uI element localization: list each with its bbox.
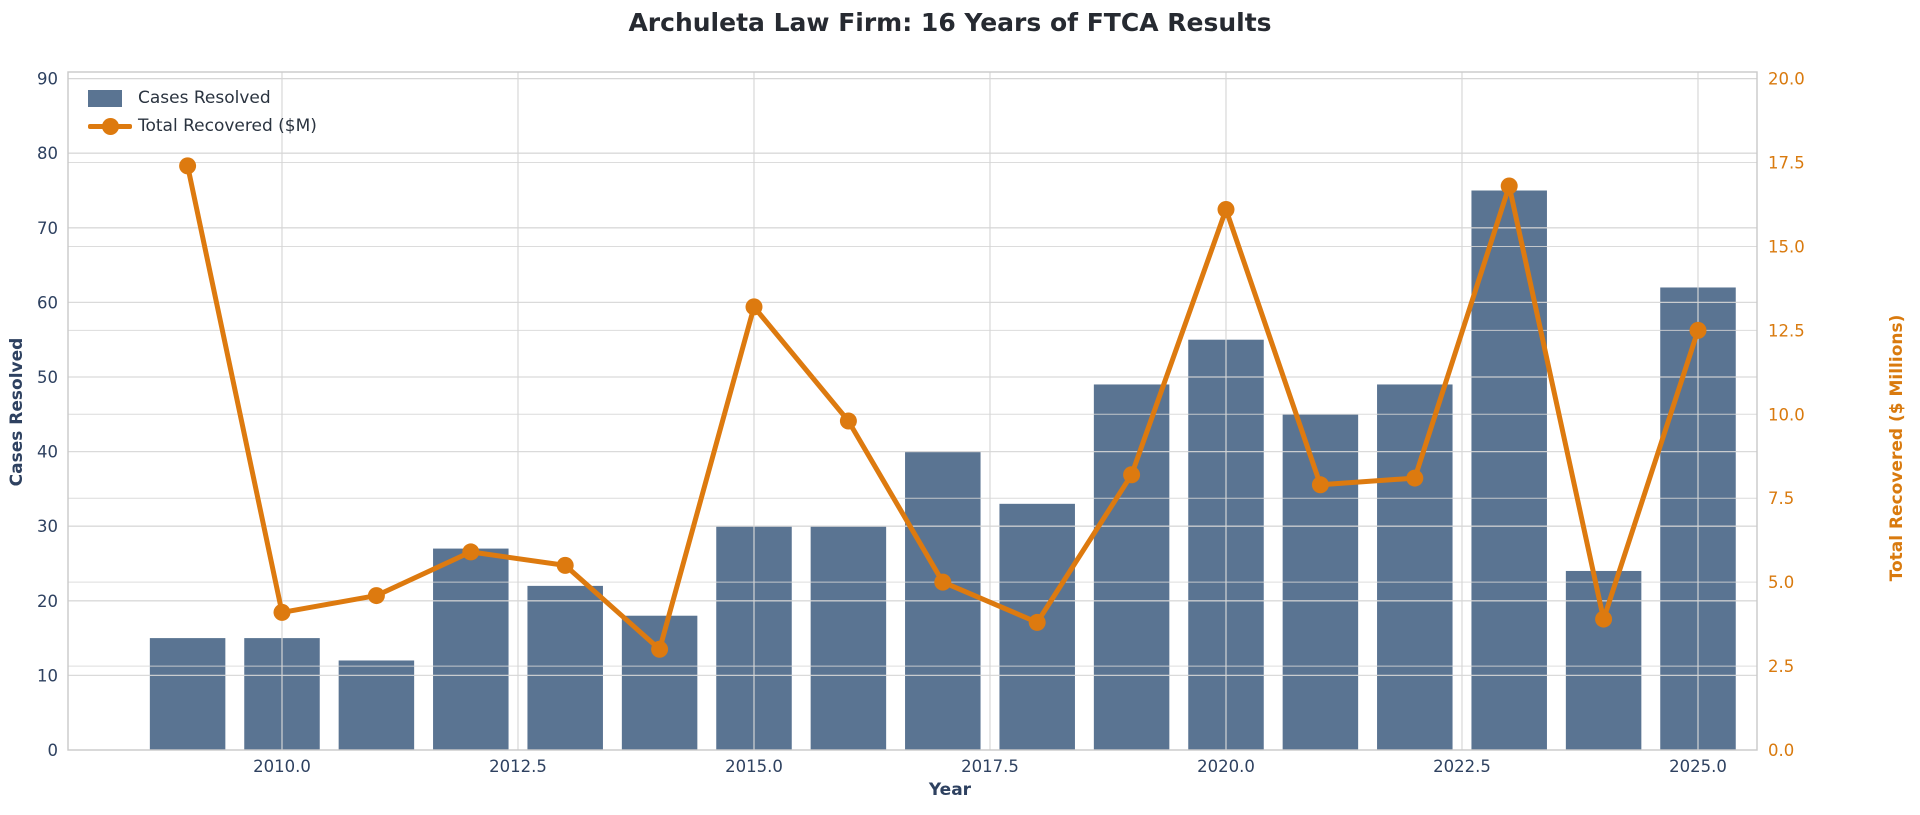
y-tick-label-left: 80 — [37, 144, 58, 163]
x-tick-label: 2025.0 — [1669, 757, 1727, 776]
bar-swatch-icon — [88, 89, 122, 107]
y-tick-label-left: 30 — [37, 517, 58, 536]
trend-marker — [462, 543, 480, 561]
y-tick-label-right: 7.5 — [1768, 489, 1794, 508]
trend-marker — [745, 298, 763, 316]
x-tick-label: 2017.5 — [961, 757, 1019, 776]
y-tick-label-left: 50 — [37, 368, 58, 387]
bar — [1377, 384, 1453, 750]
x-tick-label: 2020.0 — [1197, 757, 1255, 776]
y-tick-label-right: 17.5 — [1768, 154, 1805, 173]
x-tick-label: 2012.5 — [489, 757, 547, 776]
bar — [621, 615, 698, 750]
trend-marker — [934, 573, 952, 591]
y-tick-label-left: 10 — [37, 666, 58, 685]
bar — [433, 548, 509, 750]
trend-marker — [273, 603, 291, 621]
y-tick-label-left: 60 — [37, 293, 58, 312]
trend-marker — [839, 412, 857, 430]
x-axis-title: Year — [928, 780, 972, 800]
y-axis-title-left: Cases Resolved — [7, 337, 27, 487]
y-tick-label-right: 15.0 — [1768, 237, 1805, 256]
bar — [149, 638, 226, 750]
y-tick-label-left: 20 — [37, 592, 58, 611]
y-tick-label-right: 0.0 — [1768, 741, 1794, 760]
bar — [1093, 384, 1170, 750]
y-tick-label-right: 12.5 — [1768, 321, 1805, 340]
trend-marker — [1028, 613, 1046, 631]
line-marker-swatch-icon — [88, 117, 132, 135]
trend-marker — [367, 587, 385, 605]
legend-label: Cases Resolved — [138, 88, 271, 108]
chart-title: Archuleta Law Firm: 16 Years of FTCA Res… — [628, 8, 1272, 37]
trend-marker — [1689, 321, 1707, 339]
trend-marker — [1595, 610, 1613, 628]
bar — [810, 526, 887, 750]
legend-item-cases: Cases Resolved — [88, 84, 317, 112]
plot-border — [67, 71, 1758, 751]
y-axis-title-right: Total Recovered ($ Millions) — [1887, 314, 1907, 582]
trend-marker — [1500, 177, 1518, 195]
bar — [527, 585, 603, 750]
trend-marker — [556, 556, 574, 574]
y-tick-label-right: 5.0 — [1768, 573, 1794, 592]
y-tick-label-left: 40 — [37, 443, 58, 462]
y-tick-label-right: 10.0 — [1768, 405, 1805, 424]
y-tick-label-left: 70 — [37, 219, 58, 238]
trend-marker — [1311, 476, 1329, 494]
bar — [1471, 190, 1547, 750]
trend-marker — [1217, 201, 1235, 219]
trend-marker — [1123, 466, 1141, 484]
legend-label: Total Recovered ($M) — [138, 116, 317, 136]
y-tick-label-left: 0 — [48, 741, 59, 760]
trend-marker — [651, 640, 669, 658]
trend-marker — [179, 157, 197, 175]
x-tick-label: 2010.0 — [253, 757, 311, 776]
bar — [338, 660, 415, 750]
y-tick-label-right: 2.5 — [1768, 657, 1794, 676]
bar — [1565, 570, 1642, 750]
x-tick-label: 2015.0 — [725, 757, 783, 776]
trend-marker — [1406, 469, 1424, 487]
legend-item-recovered: Total Recovered ($M) — [88, 112, 317, 140]
y-tick-label-right: 20.0 — [1768, 70, 1805, 89]
y-tick-label-left: 90 — [37, 70, 58, 89]
x-tick-label: 2022.5 — [1433, 757, 1491, 776]
legend: Cases Resolved Total Recovered ($M) — [88, 84, 317, 140]
